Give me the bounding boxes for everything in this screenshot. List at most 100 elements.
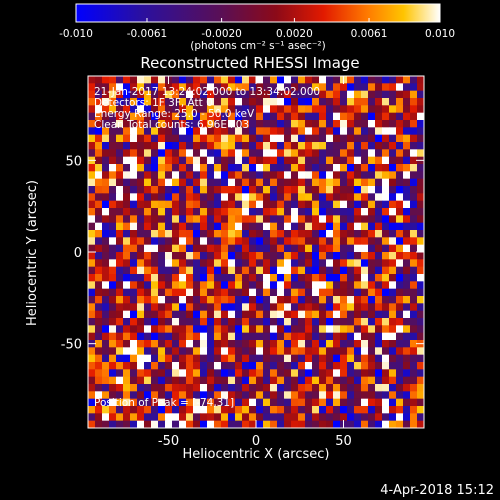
image-pixel: [333, 134, 341, 143]
image-pixel: [102, 127, 110, 136]
image-pixel: [298, 391, 306, 400]
image-pixel: [109, 325, 117, 334]
image-pixel: [130, 288, 138, 297]
image-pixel: [200, 332, 208, 341]
image-pixel: [396, 237, 404, 246]
image-pixel: [165, 120, 173, 128]
image-pixel: [403, 252, 411, 260]
image-pixel: [256, 376, 264, 385]
image-pixel: [116, 281, 124, 290]
image-pixel: [277, 318, 285, 326]
image-pixel: [312, 347, 320, 356]
image-pixel: [214, 134, 222, 143]
image-pixel: [235, 340, 243, 348]
image-pixel: [291, 347, 299, 356]
image-pixel: [151, 332, 159, 341]
image-pixel: [354, 127, 362, 136]
image-pixel: [410, 112, 418, 121]
image-pixel: [214, 178, 222, 187]
image-pixel: [396, 384, 404, 392]
image-pixel: [179, 274, 187, 282]
image-pixel: [179, 259, 187, 268]
image-pixel: [102, 332, 110, 341]
image-pixel: [263, 142, 271, 150]
image-pixel: [284, 252, 292, 260]
image-pixel: [270, 112, 278, 121]
image-pixel: [396, 354, 404, 363]
image-pixel: [242, 310, 250, 319]
image-pixel: [389, 296, 397, 304]
image-pixel: [207, 288, 215, 297]
image-pixel: [410, 406, 418, 414]
image-pixel: [102, 120, 110, 128]
image-pixel: [340, 142, 348, 150]
image-pixel: [228, 325, 236, 334]
image-pixel: [200, 274, 208, 282]
image-pixel: [368, 171, 376, 180]
image-pixel: [417, 230, 425, 238]
image-pixel: [291, 171, 299, 180]
image-pixel: [270, 237, 278, 246]
image-pixel: [137, 259, 145, 268]
image-pixel: [109, 266, 117, 275]
image-pixel: [326, 171, 334, 180]
image-pixel: [158, 354, 166, 363]
image-pixel: [116, 98, 124, 106]
image-pixel: [333, 120, 341, 128]
image-pixel: [207, 332, 215, 341]
image-pixel: [144, 127, 152, 136]
image-pixel: [200, 105, 208, 114]
image-pixel: [193, 369, 201, 378]
image-pixel: [88, 369, 96, 378]
image-pixel: [137, 208, 145, 216]
image-pixel: [284, 274, 292, 282]
image-pixel: [284, 384, 292, 392]
image-pixel: [228, 237, 236, 246]
image-pixel: [186, 274, 194, 282]
image-pixel: [347, 156, 355, 165]
image-pixel: [165, 288, 173, 297]
image-pixel: [375, 90, 383, 99]
image-pixel: [144, 171, 152, 180]
image-pixel: [270, 384, 278, 392]
image-pixel: [291, 288, 299, 297]
x-tick-label: 50: [335, 434, 352, 449]
image-pixel: [263, 413, 271, 422]
image-pixel: [256, 156, 264, 165]
image-pixel: [179, 413, 187, 422]
image-pixel: [109, 303, 117, 312]
image-pixel: [382, 193, 390, 202]
image-pixel: [228, 164, 236, 172]
image-pixel: [256, 318, 264, 326]
image-pixel: [193, 420, 201, 429]
image-pixel: [368, 288, 376, 297]
image-pixel: [95, 362, 103, 370]
image-pixel: [270, 208, 278, 216]
image-pixel: [116, 112, 124, 121]
image-pixel: [333, 215, 341, 224]
image-pixel: [200, 222, 208, 231]
image-pixel: [389, 90, 397, 99]
image-pixel: [186, 310, 194, 319]
image-pixel: [291, 398, 299, 407]
image-pixel: [410, 259, 418, 268]
image-pixel: [235, 112, 243, 121]
image-pixel: [207, 244, 215, 253]
image-pixel: [256, 420, 264, 429]
image-pixel: [123, 215, 131, 224]
image-pixel: [186, 384, 194, 392]
image-pixel: [417, 134, 425, 143]
image-pixel: [214, 303, 222, 312]
image-pixel: [298, 171, 306, 180]
image-pixel: [305, 76, 313, 84]
image-pixel: [186, 83, 194, 92]
image-pixel: [270, 222, 278, 231]
image-pixel: [137, 347, 145, 356]
image-pixel: [284, 303, 292, 312]
image-pixel: [88, 90, 96, 99]
image-pixel: [109, 384, 117, 392]
image-pixel: [403, 296, 411, 304]
image-pixel: [172, 274, 180, 282]
image-pixel: [249, 420, 257, 429]
image-pixel: [165, 281, 173, 290]
